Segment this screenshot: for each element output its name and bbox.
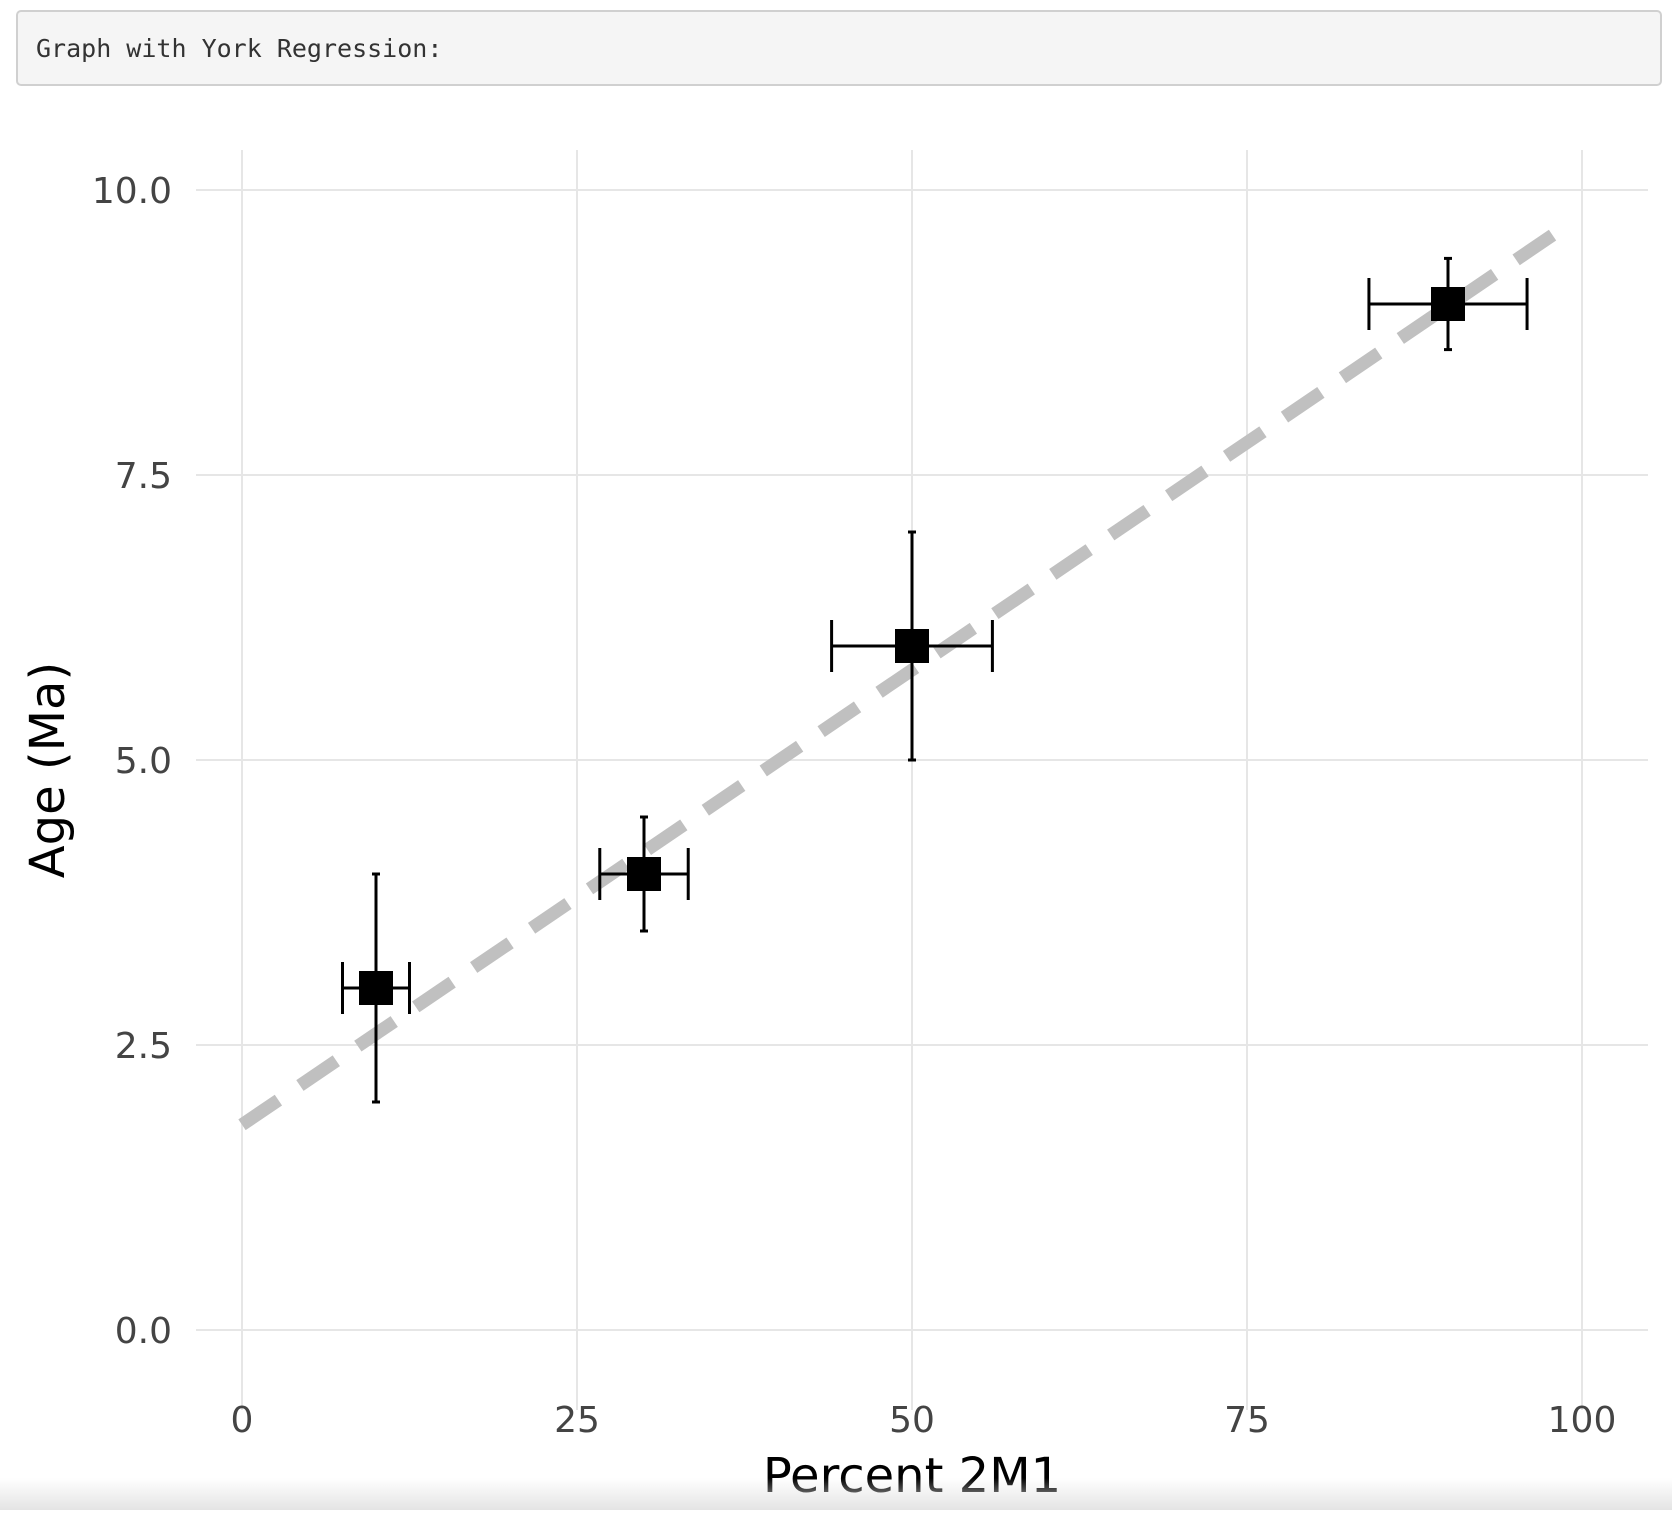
x-tick-label: 50 bbox=[889, 1400, 935, 1441]
y-tick-label: 5.0 bbox=[115, 741, 172, 782]
code-output-box: Graph with York Regression: bbox=[16, 10, 1662, 86]
code-output-text: Graph with York Regression: bbox=[36, 34, 443, 63]
y-tick-label: 0.0 bbox=[115, 1311, 172, 1352]
square-marker bbox=[359, 971, 393, 1005]
x-tick-label: 75 bbox=[1224, 1400, 1270, 1441]
x-tick-label: 0 bbox=[231, 1400, 254, 1441]
data-point bbox=[1367, 256, 1529, 352]
data-point bbox=[598, 815, 690, 933]
grid-lines bbox=[196, 150, 1648, 1410]
x-tick-label: 25 bbox=[554, 1400, 600, 1441]
square-marker bbox=[627, 857, 661, 891]
x-tick-label: 100 bbox=[1548, 1400, 1617, 1441]
square-marker bbox=[895, 629, 929, 663]
regression-line-group bbox=[238, 218, 1573, 1131]
y-tick-label: 2.5 bbox=[115, 1026, 172, 1067]
bottom-scroll-fade bbox=[0, 1478, 1672, 1510]
data-points bbox=[341, 256, 1529, 1104]
square-marker bbox=[1431, 287, 1465, 321]
y-tick-label: 10.0 bbox=[92, 171, 172, 212]
tick-labels: 0 25 50 75 100 0.0 2.5 5.0 7.5 10.0 bbox=[92, 171, 1617, 1441]
chart-container: 0 25 50 75 100 0.0 2.5 5.0 7.5 10.0 Percent 2M1 A… bbox=[0, 120, 1672, 1510]
regression-line bbox=[238, 218, 1573, 1131]
y-axis-title: Age (Ma) bbox=[20, 662, 76, 878]
data-point bbox=[341, 872, 411, 1104]
data-point bbox=[830, 530, 994, 762]
y-tick-label: 7.5 bbox=[115, 456, 172, 497]
